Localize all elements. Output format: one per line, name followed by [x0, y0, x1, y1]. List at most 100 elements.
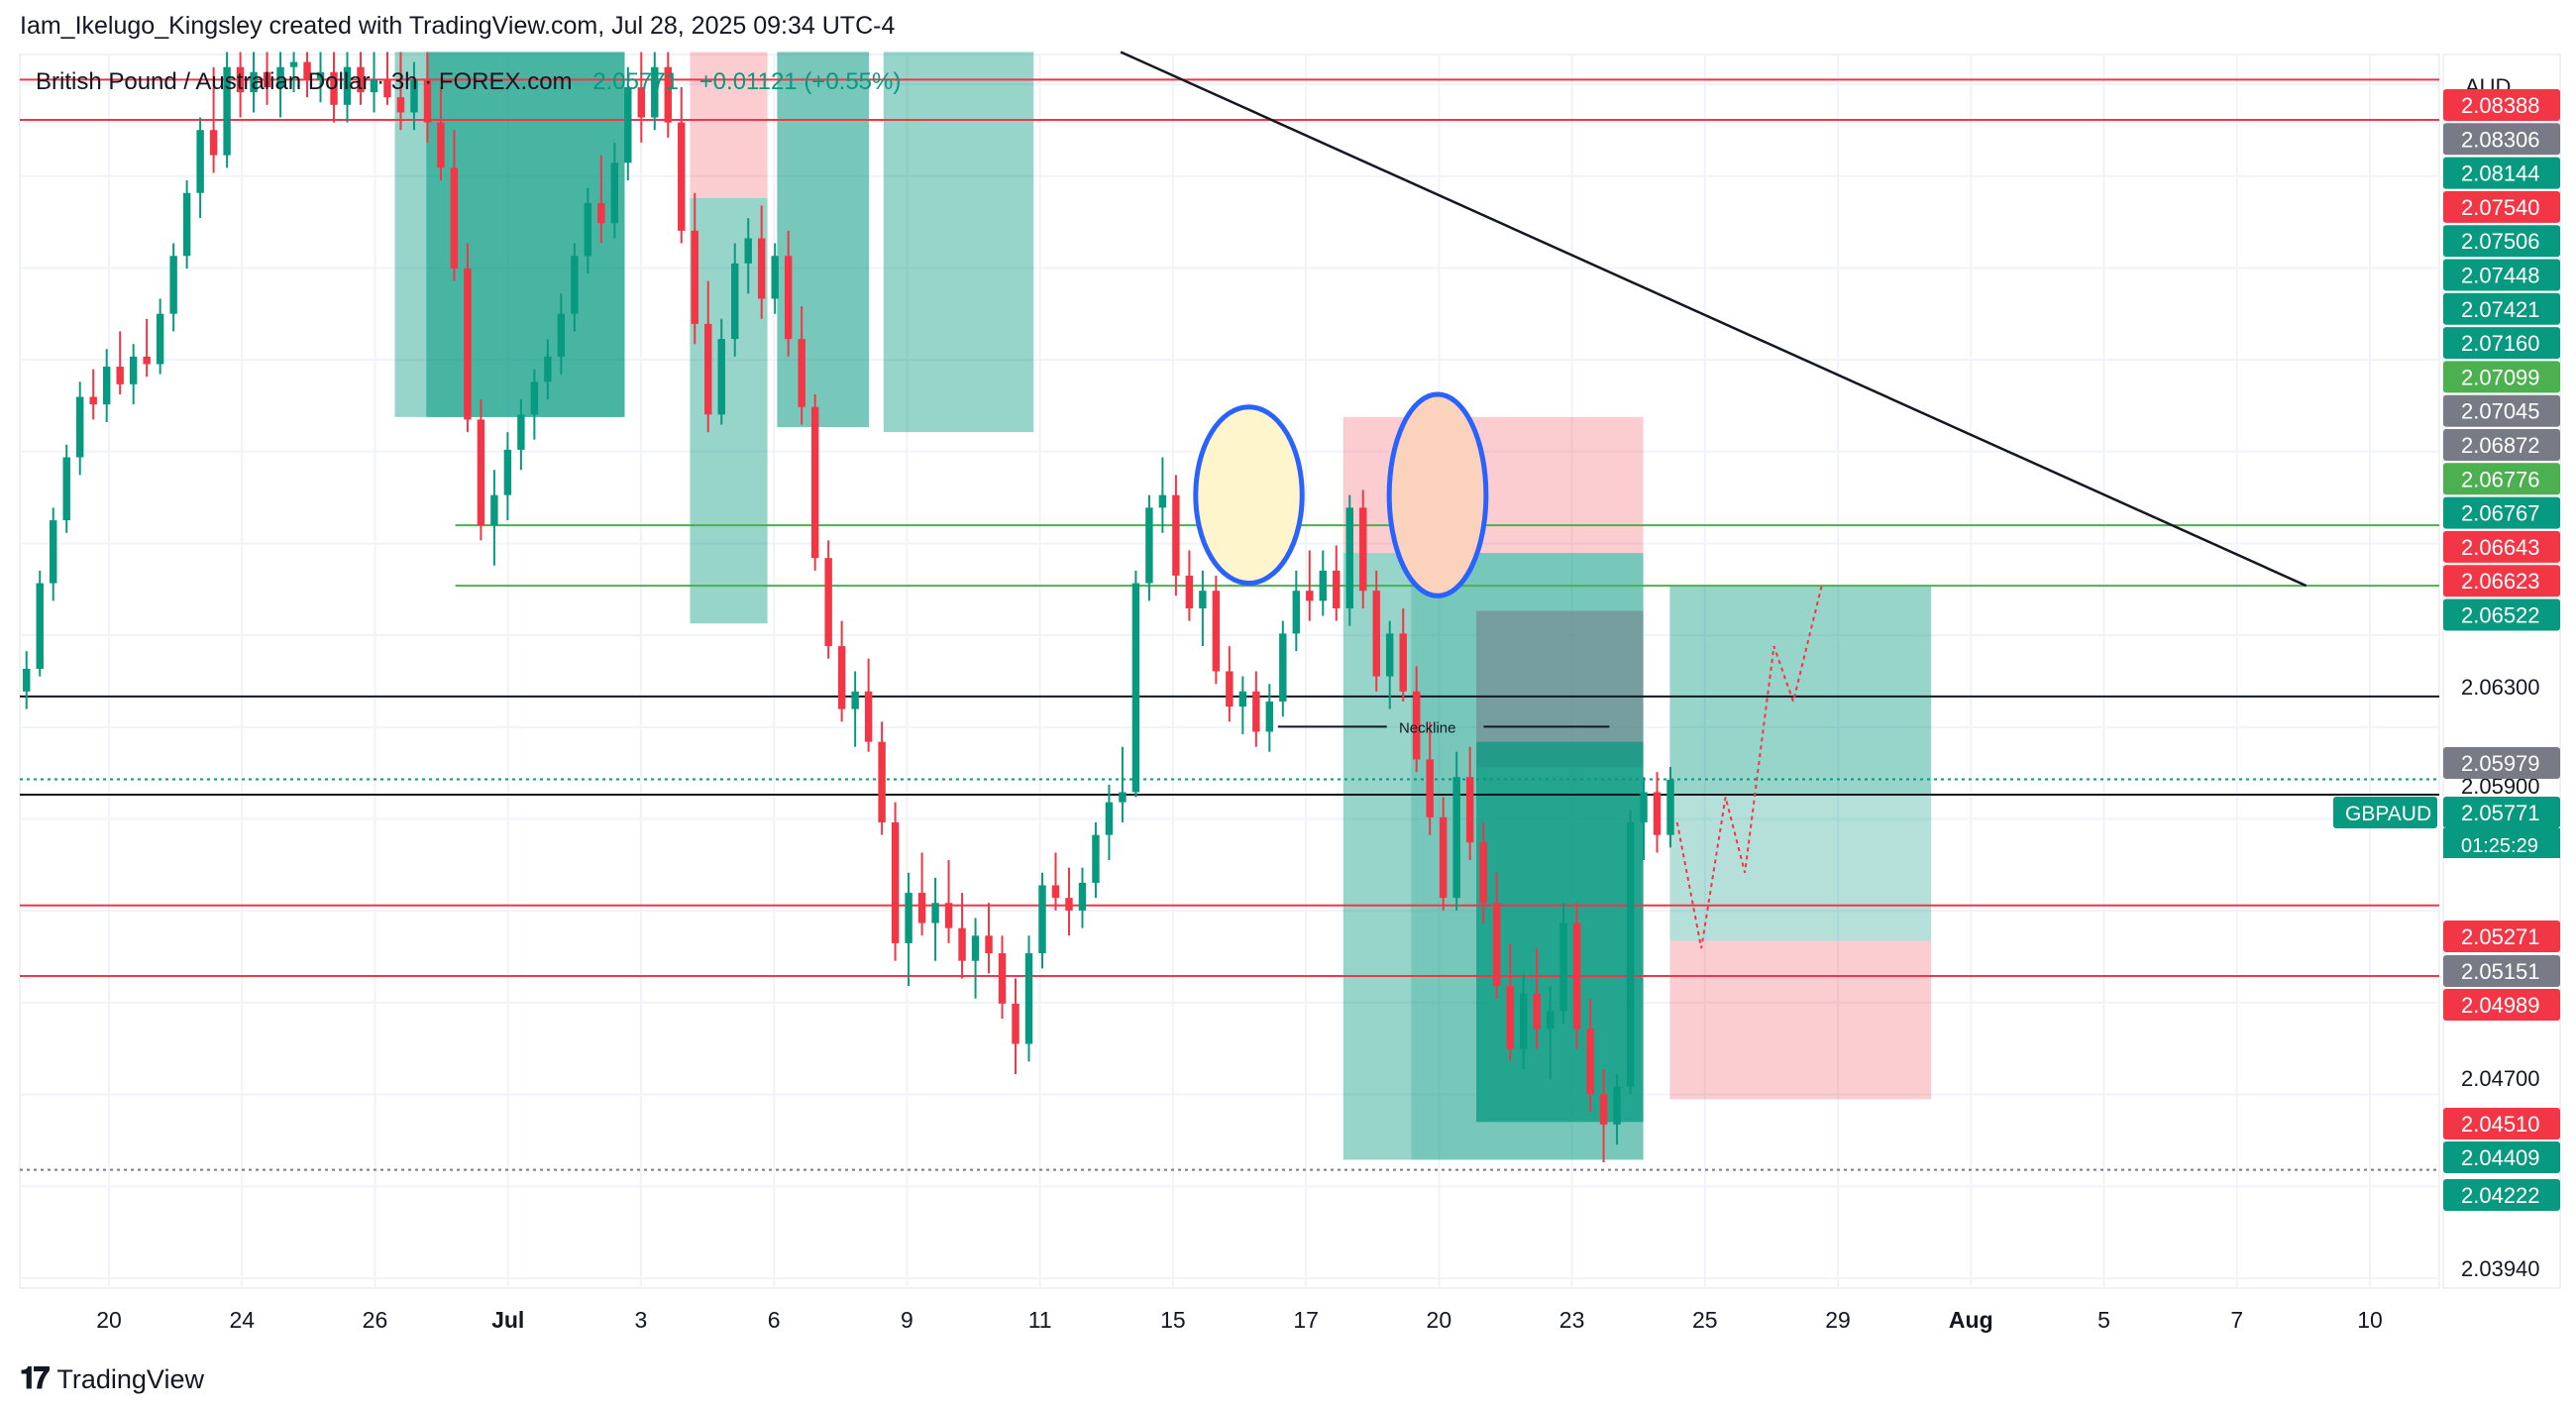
- candle-body: [664, 66, 672, 123]
- candle-body: [1238, 691, 1247, 707]
- candle-body: [464, 268, 472, 420]
- symbol-tag-box: [2333, 797, 2437, 828]
- candle-body: [450, 167, 459, 269]
- candle-body: [116, 367, 124, 384]
- candle-body: [223, 66, 231, 156]
- candle-body: [209, 130, 218, 156]
- candle-body: [905, 893, 912, 943]
- price-axis[interactable]: AUD2.063002.059002.047002.039402.083882.…: [2333, 74, 2560, 1281]
- candle-body: [1626, 821, 1635, 1087]
- candle-body: [89, 396, 97, 405]
- price-tick-label: 2.04700: [2461, 1066, 2540, 1091]
- time-tick-label: Aug: [1949, 1307, 1993, 1333]
- candle-body: [1065, 898, 1073, 911]
- price-tag-box: [2443, 989, 2560, 1021]
- time-axis[interactable]: 20 24 26 Jul 3 6 9 11 15 17 20 23 25 29 Aug 5 7 10: [96, 1307, 2383, 1333]
- candle-body: [1386, 633, 1394, 677]
- price-tag-label: 2.07421: [2461, 297, 2540, 322]
- candle-body: [370, 79, 378, 93]
- price-tag-label: 2.08306: [2461, 127, 2540, 152]
- candle-body: [437, 122, 445, 168]
- candle-body: [250, 71, 258, 93]
- candle-body: [1319, 570, 1327, 601]
- candle-body: [182, 192, 191, 257]
- projection-path: [1675, 583, 1824, 949]
- candle-body: [1546, 1011, 1555, 1030]
- candle-body: [784, 256, 793, 340]
- candle-body: [544, 356, 552, 382]
- candle-body: [1333, 570, 1341, 608]
- candle-body: [316, 71, 325, 80]
- price-tag-label: 2.07160: [2461, 331, 2540, 356]
- candle-body: [1185, 575, 1194, 608]
- horizontal-lines: [20, 51, 2439, 1171]
- candle-body: [490, 494, 498, 526]
- candle-body: [477, 419, 485, 526]
- candle-body: [1666, 779, 1674, 835]
- time-tick-label: 17: [1293, 1307, 1319, 1333]
- brand-name: TradingView: [56, 1363, 204, 1394]
- candle-body: [1586, 1029, 1594, 1095]
- trade-zone-profit_light: [1669, 795, 1932, 941]
- price-tag-label: 2.06872: [2461, 433, 2540, 458]
- highlight-ellipse: [1193, 404, 1305, 587]
- price-tag-box: [2443, 292, 2560, 325]
- price-tag-label: 2.07448: [2461, 264, 2540, 288]
- grid-lines: [19, 54, 2561, 1289]
- candle-body: [62, 457, 70, 521]
- countdown-box: [2443, 828, 2560, 858]
- price-tick-label: 2.03940: [2461, 1256, 2540, 1281]
- candle-body: [944, 903, 953, 928]
- candle-body: [878, 741, 886, 822]
- candle-body: [1465, 777, 1474, 843]
- price-tag-label: 2.06643: [2461, 535, 2540, 560]
- price-tag-label: 2.06776: [2461, 467, 2540, 491]
- candle-body: [1359, 507, 1367, 592]
- candle-body: [423, 79, 432, 123]
- trade-zone-profit: [690, 197, 768, 624]
- candle-body: [517, 414, 525, 450]
- symbol-title: British Pound / Australian Dollar · 3h ·…: [36, 68, 901, 96]
- candle-body: [1119, 792, 1127, 803]
- symbol-name: British Pound / Australian Dollar · 3h ·…: [36, 68, 573, 95]
- price-tag-box: [2443, 361, 2560, 393]
- time-tick-label: 11: [1028, 1307, 1052, 1333]
- candle-body: [383, 79, 391, 98]
- trade-zone-loss: [690, 52, 768, 198]
- price-tag-label: 2.08144: [2461, 162, 2540, 186]
- candle-body: [597, 202, 605, 224]
- candle-body: [1413, 691, 1421, 760]
- price-tag-label: 2.05151: [2461, 959, 2540, 984]
- candle-body: [624, 87, 632, 163]
- candle-body: [263, 71, 271, 88]
- candle-body: [864, 691, 873, 742]
- candle-body: [971, 935, 980, 961]
- candle-body: [330, 71, 338, 105]
- price-tag-label: 2.04409: [2461, 1145, 2540, 1170]
- candlesticks: [23, 52, 1674, 1162]
- candle-body: [1439, 816, 1448, 899]
- candle-body: [23, 668, 31, 692]
- candle-body: [1092, 834, 1100, 883]
- time-tick-label: 25: [1692, 1307, 1718, 1333]
- candle-body: [1226, 671, 1234, 707]
- candle-body: [1279, 633, 1287, 702]
- candle-body: [1399, 633, 1407, 692]
- price-tag-box: [2443, 89, 2560, 121]
- price-tag-label: 2.06522: [2461, 603, 2540, 628]
- time-tick-label: Jul: [491, 1307, 524, 1333]
- candle-body: [1292, 591, 1301, 634]
- price-tag-box: [2443, 225, 2560, 258]
- candle-body: [276, 66, 284, 88]
- candle-body: [1265, 701, 1274, 732]
- symbol-tag-label: GBPAUD: [2345, 803, 2431, 825]
- price-tag-box: [2443, 1108, 2560, 1139]
- candle-body: [343, 66, 352, 105]
- time-tick-label: 3: [635, 1307, 648, 1333]
- last-price: 2.05771: [592, 68, 679, 95]
- candle-body: [396, 97, 405, 113]
- price-tag-label: 2.05979: [2461, 751, 2540, 776]
- footer-brand[interactable]: 𝟏𝟕 TradingView: [20, 1359, 204, 1399]
- candle-body: [36, 583, 44, 669]
